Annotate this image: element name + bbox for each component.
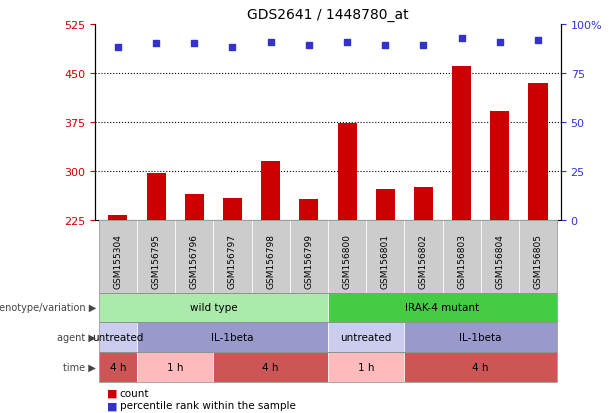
Text: percentile rank within the sample: percentile rank within the sample	[120, 400, 295, 410]
Text: GSM156800: GSM156800	[343, 234, 351, 289]
Point	[189, 41, 199, 47]
Bar	[261, 162, 280, 221]
Text: GSM156804: GSM156804	[495, 234, 504, 289]
Text: ■: ■	[107, 400, 118, 410]
Text: GSM156805: GSM156805	[533, 234, 543, 289]
Text: ■: ■	[107, 388, 118, 398]
Bar	[223, 199, 242, 221]
Bar	[376, 190, 395, 221]
Text: 1 h: 1 h	[167, 362, 183, 372]
Text: untreated: untreated	[92, 332, 143, 342]
Point	[495, 39, 504, 46]
Bar	[338, 124, 357, 221]
Bar	[528, 83, 547, 221]
Bar	[185, 195, 204, 221]
Point	[304, 43, 314, 50]
Text: genotype/variation ▶: genotype/variation ▶	[0, 303, 96, 313]
Point	[457, 35, 466, 42]
Text: IRAK-4 mutant: IRAK-4 mutant	[405, 303, 479, 313]
Text: agent ▶: agent ▶	[57, 332, 96, 342]
Text: 4 h: 4 h	[473, 362, 489, 372]
Point	[533, 37, 543, 44]
Bar	[414, 188, 433, 221]
Bar	[147, 173, 166, 221]
Text: 1 h: 1 h	[358, 362, 375, 372]
Bar	[452, 67, 471, 221]
Text: GSM156803: GSM156803	[457, 234, 466, 289]
Text: 4 h: 4 h	[262, 362, 279, 372]
Bar	[109, 216, 128, 221]
Text: GSM156796: GSM156796	[190, 234, 199, 289]
Point	[380, 43, 390, 50]
Text: IL-1beta: IL-1beta	[460, 332, 502, 342]
Point	[419, 43, 428, 50]
Bar	[299, 199, 318, 221]
Text: GSM156795: GSM156795	[151, 234, 161, 289]
Text: GSM156802: GSM156802	[419, 234, 428, 289]
Text: count: count	[120, 388, 149, 398]
Text: GSM156801: GSM156801	[381, 234, 390, 289]
Text: GSM156798: GSM156798	[266, 234, 275, 289]
Point	[342, 39, 352, 46]
Text: GSM156797: GSM156797	[228, 234, 237, 289]
Text: IL-1beta: IL-1beta	[211, 332, 254, 342]
Point	[151, 41, 161, 47]
Text: untreated: untreated	[340, 332, 392, 342]
Text: 4 h: 4 h	[110, 362, 126, 372]
Point	[227, 45, 237, 52]
Text: GSM156799: GSM156799	[305, 234, 313, 289]
Title: GDS2641 / 1448780_at: GDS2641 / 1448780_at	[247, 8, 409, 22]
Text: wild type: wild type	[189, 303, 237, 313]
Bar	[490, 112, 509, 221]
Point	[266, 39, 276, 46]
Text: GSM155304: GSM155304	[113, 234, 123, 289]
Point	[113, 45, 123, 52]
Text: time ▶: time ▶	[63, 362, 96, 372]
